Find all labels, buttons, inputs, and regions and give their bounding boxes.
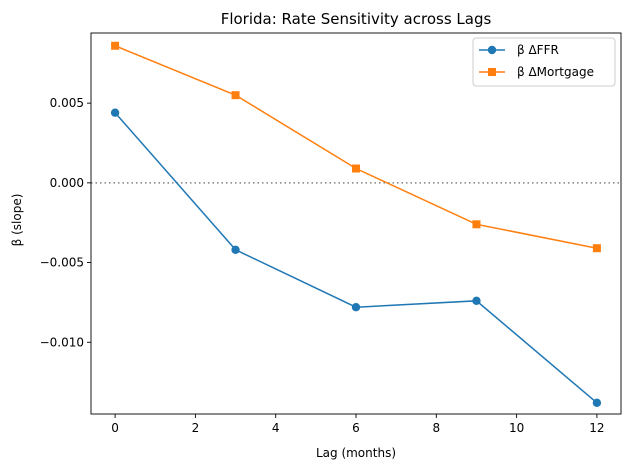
x-tick-label: 10: [509, 421, 524, 435]
series-1-point: [352, 164, 360, 173]
series-0-point: [231, 245, 240, 255]
x-axis: 0 2 4 6 8 10 12: [111, 414, 605, 435]
series-0-point: [351, 302, 361, 312]
chart-title: Florida: Rate Sensitivity across Lags: [221, 10, 492, 28]
legend-box: [472, 37, 616, 87]
series-1-point: [111, 41, 120, 50]
y-tick-label: 0.005: [50, 96, 84, 110]
y-axis-label: β (slope): [10, 194, 24, 247]
x-axis-label: Lag (months): [316, 446, 396, 460]
x-tick-label: 8: [432, 421, 440, 435]
legend-label-0: β ΔFFR: [517, 43, 559, 57]
x-tick-label: 2: [192, 421, 200, 435]
legend: β ΔFFR β ΔMortgage: [472, 37, 616, 87]
y-axis: 0.005 0.000 −0.005 −0.010: [40, 96, 91, 349]
series-0-point: [472, 296, 481, 306]
series-1-point: [592, 244, 601, 253]
x-tick-label: 4: [272, 421, 280, 435]
x-tick-label: 6: [352, 421, 360, 435]
legend-marker-1: [488, 68, 496, 76]
series-0-point: [110, 108, 120, 117]
x-tick-label: 12: [589, 421, 604, 435]
y-tick-label: −0.010: [40, 335, 84, 349]
y-tick-label: −0.005: [40, 256, 84, 270]
legend-label-1: β ΔMortgage: [517, 65, 594, 79]
x-tick-label: 0: [111, 421, 119, 435]
series-1-point: [472, 220, 481, 229]
series-0-point: [592, 398, 602, 408]
series-1-point: [231, 91, 240, 100]
y-tick-label: 0.000: [50, 176, 84, 190]
legend-marker-0: [487, 45, 497, 55]
